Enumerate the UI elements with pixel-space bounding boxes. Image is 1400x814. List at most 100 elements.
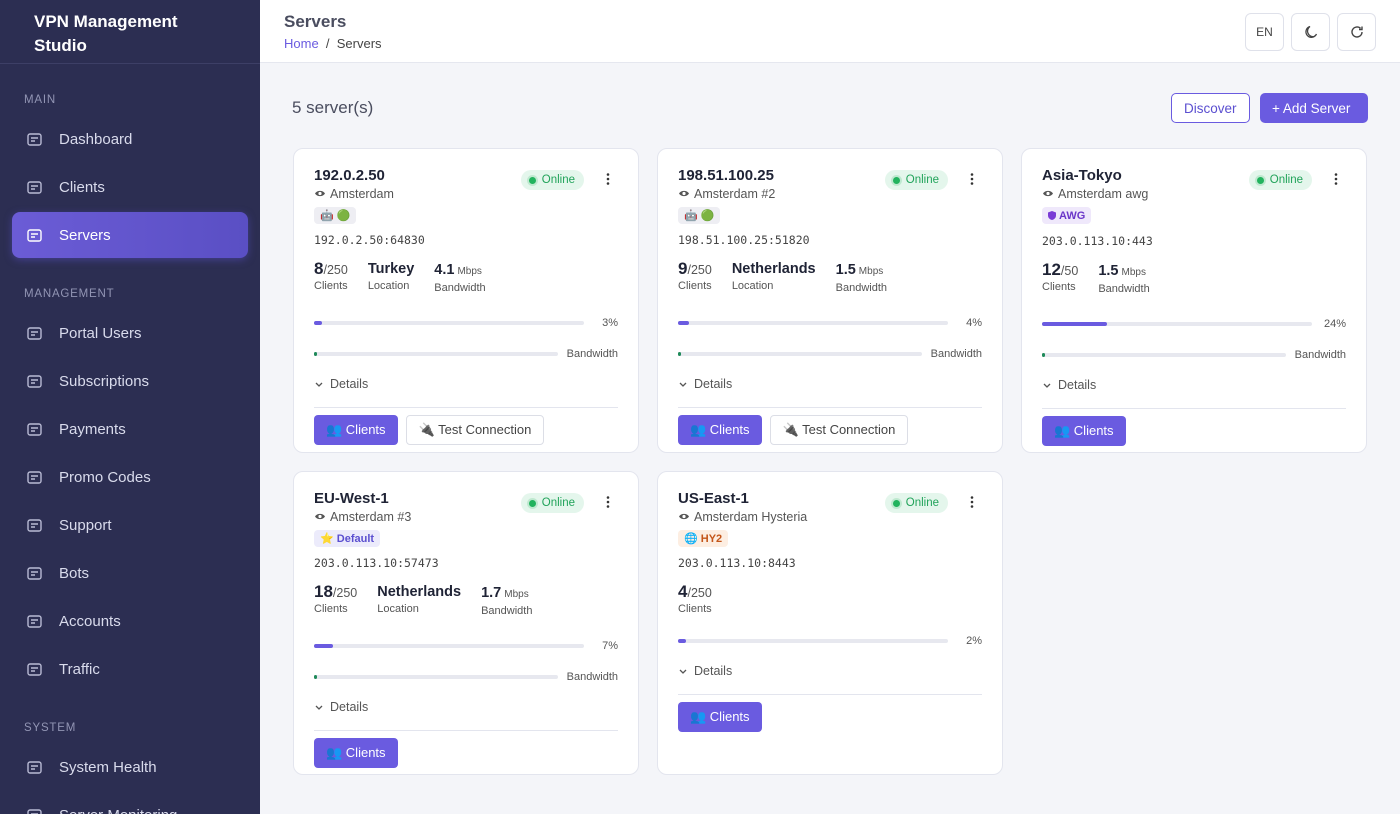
nav-icon	[27, 470, 42, 484]
nav-item[interactable]: Portal Users	[12, 310, 248, 356]
details-toggle[interactable]: Details	[314, 700, 618, 714]
nav-item[interactable]: Server Monitoring	[12, 792, 248, 814]
clients-label: Clients	[314, 280, 348, 292]
nav-label: Clients	[59, 178, 105, 196]
nav-label: Traffic	[59, 660, 100, 678]
card-actions: 👥 Clients	[678, 702, 982, 732]
clients-label: Clients	[314, 603, 348, 615]
protocol-badge: ⭐ Default	[314, 530, 381, 547]
load-label: 2%	[966, 635, 982, 647]
location-text: Amsterdam #2	[694, 187, 776, 201]
clients-button[interactable]: 👥 Clients	[678, 702, 762, 732]
bandwidth-bar-label: Bandwidth	[1294, 349, 1346, 361]
chevron-icon	[315, 382, 323, 387]
badge-text: 🤖 🟢	[320, 210, 351, 222]
clients-capacity: /250	[687, 586, 712, 600]
brand: VPN Management Studio	[0, 0, 260, 64]
bandwidth-value: 1.7	[481, 585, 502, 601]
language-button[interactable]: EN	[1245, 13, 1284, 51]
details-label: Details	[694, 664, 733, 678]
load-track	[1042, 322, 1312, 326]
nav-icon	[27, 326, 42, 340]
nav-item[interactable]: Bots	[12, 550, 248, 596]
nav-label: Portal Users	[59, 324, 142, 342]
details-toggle[interactable]: Details	[314, 377, 618, 391]
nav-item[interactable]: System Health	[12, 744, 248, 790]
details-label: Details	[330, 377, 369, 391]
details-toggle[interactable]: Details	[1042, 378, 1346, 392]
status-pill: Online	[1248, 170, 1312, 190]
stats-row: 4/250 Clients	[678, 582, 982, 615]
load-fill	[1042, 322, 1107, 326]
location-text: Amsterdam #3	[330, 510, 412, 524]
divider	[1042, 408, 1346, 409]
clients-value-line: 8/250	[314, 259, 348, 279]
bandwidth-unit: Mbps	[1121, 267, 1146, 278]
menu-button[interactable]	[606, 173, 610, 185]
stats-row: 18/250 Clients Netherlands Location 1.7 Mbps B…	[314, 582, 618, 617]
test-connection-button[interactable]: 🔌 Test Connection	[405, 415, 545, 445]
location-text: Amsterdam	[330, 187, 394, 201]
bandwidth-value-line: 4.1 Mbps	[434, 261, 485, 279]
nav-item[interactable]: Payments	[12, 406, 248, 452]
nav-item[interactable]: Clients	[12, 164, 248, 210]
location-text: Amsterdam Hysteria	[694, 510, 808, 524]
clients-button[interactable]: 👥 Clients	[314, 738, 398, 768]
nav-icon	[27, 228, 42, 242]
bandwidth-bar-label: Bandwidth	[566, 348, 618, 360]
status-pill: Online	[884, 493, 948, 513]
location: Amsterdam #3	[314, 510, 618, 524]
location-label: Location	[377, 603, 419, 615]
details-toggle[interactable]: Details	[678, 377, 982, 391]
nav-item[interactable]: Promo Codes	[12, 454, 248, 500]
header: Servers Home / Servers EN	[260, 0, 1400, 63]
nav-label: Payments	[59, 420, 126, 438]
clients-value-line: 12/50	[1042, 260, 1078, 280]
details-toggle[interactable]: Details	[678, 664, 982, 678]
clients-button[interactable]: 👥 Clients	[314, 415, 398, 445]
server-address: 198.51.100.25:51820	[678, 233, 810, 247]
clients-label: Clients	[1042, 281, 1076, 293]
clients-button[interactable]: 👥 Clients	[1042, 416, 1126, 446]
nav-item[interactable]: Dashboard	[12, 116, 248, 162]
clients-button[interactable]: 👥 Clients	[678, 415, 762, 445]
server-card: EU-West-1 Online Amsterdam #3 ⭐ Default 203.…	[293, 471, 639, 775]
location-stat: Netherlands Location	[377, 584, 461, 617]
add-server-button[interactable]: + Add Server	[1260, 93, 1368, 123]
menu-button[interactable]	[606, 496, 610, 508]
menu-button[interactable]	[1334, 173, 1338, 185]
load-label: 7%	[602, 640, 618, 652]
bandwidth-unit: Mbps	[457, 266, 482, 277]
test-connection-button[interactable]: 🔌 Test Connection	[769, 415, 909, 445]
nav-item[interactable]: Servers	[12, 212, 248, 258]
clients-label: Clients	[678, 280, 712, 292]
nav-item[interactable]: Traffic	[12, 646, 248, 692]
server-name: 192.0.2.50	[314, 167, 385, 184]
clients-stat: 18/250 Clients	[314, 582, 357, 617]
nav-item[interactable]: Subscriptions	[12, 358, 248, 404]
clients-value-line: 4/250	[678, 582, 712, 602]
stats-row: 8/250 Clients Turkey Location 4.1 Mbps Bandwid…	[314, 259, 618, 294]
location-label: Location	[731, 280, 774, 292]
refresh-button[interactable]	[1337, 13, 1376, 51]
clients-value-line: 18/250	[314, 582, 357, 602]
nav-item[interactable]: Support	[12, 502, 248, 548]
bandwidth-stat: 1.5 Mbps Bandwidth	[836, 261, 887, 294]
theme-button[interactable]	[1291, 13, 1330, 51]
nav-item[interactable]: Accounts	[12, 598, 248, 644]
menu-button[interactable]	[970, 173, 974, 185]
load-fill	[678, 639, 687, 643]
breadcrumb-link[interactable]: Home	[284, 36, 319, 51]
menu-button[interactable]	[970, 496, 974, 508]
status-text: Online	[541, 497, 575, 509]
discover-button[interactable]: Discover	[1171, 93, 1250, 123]
load-row: 2%	[678, 635, 982, 647]
clients-stat: 4/250 Clients	[678, 582, 712, 615]
nav: MAIN Dashboard Clients Servers MANAGEMENT Por…	[0, 94, 260, 814]
divider	[678, 694, 982, 695]
load-label: 24%	[1323, 318, 1346, 330]
card-actions: 👥 Clients 🔌 Test Connection	[314, 415, 618, 445]
load-fill	[314, 321, 323, 325]
eye-icon	[679, 190, 689, 197]
